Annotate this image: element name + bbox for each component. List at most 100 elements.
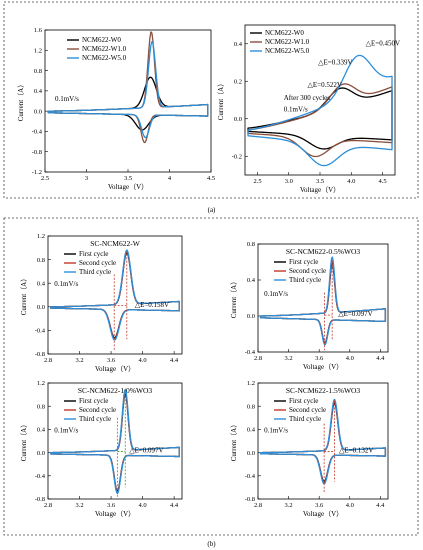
x-axis-label: Voltage（V） [303,510,343,518]
x-axis-label: Voltage（V） [300,186,340,194]
x-tick-label: 4.0 [139,502,147,509]
y-tick-label: -0.4 [32,129,43,136]
x-tick-label: 3.5 [124,175,132,182]
chart-title: SC-NCM622-1.5%WO3 [286,386,361,395]
y-tick-label: 1.2 [34,47,42,54]
chart-title: SC-NCM622-W [90,239,141,248]
annotation-text: △E=0.450V [366,40,400,48]
y-tick-label: 0.0 [34,108,42,115]
x-tick-label: 2.8 [254,355,262,362]
annotation-text: 0.1mV/s [264,290,288,298]
x-tick-label: 4.0 [139,357,147,364]
chart-a-right: 2.5 3.0 3.5 4.0 4.5 -0.2 0.0 0.2 0.4 Voltage（V） Cu… [217,24,400,194]
y-tick-label: 1.6 [34,27,43,34]
x-tick-label: 3.6 [315,355,324,362]
legend-entry: NCM622-W1.0 [265,38,310,46]
y-tick-label: 0.4 [37,427,46,434]
x-tick-label: 2.5 [41,175,49,182]
panel-a-frame [3,1,419,199]
legend-entry: First cycle [79,397,108,405]
y-tick-label: 0.0 [37,450,45,457]
y-tick-label: 0.4 [34,88,43,95]
x-tick-label: 3.2 [285,355,293,362]
y-tick-label: 0.0 [247,313,255,320]
annotation-text: After 300 cycles [284,94,331,102]
y-tick-label: 0.8 [247,241,255,248]
x-tick-label: 4.4 [170,502,179,509]
x-axis-label: Voltage（V） [95,510,135,518]
x-tick-label: 3.2 [75,502,83,509]
y-axis-label: Current（A） [217,80,225,120]
cv-curve-third-cycle [50,388,180,495]
y-tick-label: 0.8 [37,403,45,410]
legend-entry: Second cycle [79,406,116,414]
x-tick-label: 2.8 [44,502,52,509]
annotation-text: △E=0.522V [308,81,342,89]
y-tick-label: 0.0 [234,116,242,123]
y-tick-label: 1.2 [37,233,45,240]
plot-area [257,382,389,500]
legend-entry: First cycle [79,250,108,258]
legend-entry: NCM622-W0 [265,29,304,37]
cv-curve-ncm622-w0 [47,76,209,131]
x-tick-label: 4.0 [347,178,355,185]
annotation-text: △E=0.339V [318,58,352,66]
y-axis-label: Current（A） [20,275,28,315]
cv-curve-third-cycle [259,256,387,346]
x-tick-label: 4.5 [378,178,386,185]
y-tick-label: -0.2 [232,153,242,160]
chart-b-4: 2.8 3.2 3.6 4.0 4.4 -0.8 -0.4 0.0 0.4 0.8 1.2 Volta… [230,380,389,518]
legend-entry: NCM622-W5.0 [82,54,127,62]
y-tick-label: 1.2 [247,380,255,387]
legend-entry: Second cycle [289,406,326,414]
x-tick-label: 4.0 [346,502,354,509]
chart-title: SC-NCM622-0.5%WO3 [286,247,361,256]
annotation-text: 0.1mV/s [284,105,308,113]
legend-entry: NCM622-W0 [82,36,121,44]
x-tick-label: 3.6 [107,357,116,364]
plot-area [47,235,183,355]
y-tick-label: 0.8 [247,403,255,410]
y-axis-label: Current（A） [20,421,28,461]
annotation-text: 0.1mV/s [55,95,79,103]
cv-curve-third-cycle [50,249,180,341]
annotation-text: 0.1mV/s [264,426,288,434]
chart-title: SC-NCM622-1.0%WO3 [78,386,153,395]
x-tick-label: 4.4 [170,357,179,364]
plot-area [47,382,183,500]
charts-group: 2.5 3 3.5 4 4.5 -1.2 -0.8 -0.4 0.0 0.4 0.8 1.2 1.6 Vo… [17,24,400,518]
y-axis-label: Current（A） [17,81,25,121]
x-tick-label: 2.8 [44,357,52,364]
chart-b-3: 2.8 3.2 3.6 4.0 4.4 -0.8 -0.4 0.0 0.4 0.8 1.2 Volta… [20,380,183,518]
y-tick-label: -0.8 [35,351,45,358]
cv-curve-third-cycle [259,398,387,485]
x-tick-label: 3 [85,175,88,182]
annotation-text: 0.1mV/s [54,280,78,288]
y-tick-label: -0.4 [35,328,46,335]
x-tick-label: 4.5 [207,175,215,182]
cv-curve-ncm622-w5-0 [247,54,393,167]
legend-entry: Third cycle [79,268,111,276]
x-tick-label: 3.0 [285,178,293,185]
y-tick-label: 0.8 [37,257,45,264]
x-tick-label: 3.2 [285,502,293,509]
y-tick-label: -1.2 [32,169,42,176]
y-tick-label: -0.4 [245,349,256,356]
chart-b-1: 2.8 3.2 3.6 4.0 4.4 -0.8 -0.4 0.0 0.4 0.8 1.2 Volta… [20,233,183,373]
y-axis-label: Current（A） [230,421,238,461]
annotation-text: △E=0.132V [339,447,373,455]
y-tick-label: 0.4 [247,277,256,284]
y-tick-label: 0.8 [34,68,42,75]
y-tick-label: -0.4 [35,473,46,480]
cv-curve-first-cycle [259,262,387,344]
legend-entry: Second cycle [79,259,116,267]
panel-b-label: (b) [207,540,216,548]
legend-entry: Third cycle [79,415,111,423]
x-tick-label: 4.0 [346,355,354,362]
legend-entry: Second cycle [289,267,326,275]
chart-b-2: 2.8 3.2 3.6 4.0 4.4 -0.4 0.0 0.4 0.8 Voltage（V） Cu… [230,241,389,371]
x-tick-label: 4.4 [376,502,385,509]
x-axis-label: Voltage（V） [303,363,343,371]
x-tick-label: 3.6 [107,502,116,509]
panel-b-frame [3,217,419,536]
